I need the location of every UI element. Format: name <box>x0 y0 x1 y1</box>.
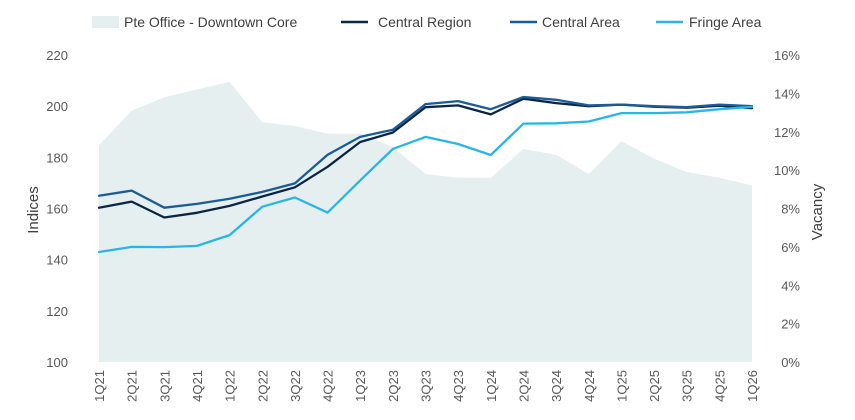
y2-tick-label: 16% <box>774 48 800 63</box>
y2-tick-label: 4% <box>781 278 800 293</box>
y-axis-title: Indices <box>25 186 42 234</box>
legend-item: Central Region <box>341 14 471 30</box>
legend-swatch <box>92 16 119 28</box>
legend-item: Fringe Area <box>656 14 762 30</box>
x-tick-label: 1Q21 <box>92 370 107 402</box>
x-tick-label: 1Q25 <box>614 370 629 402</box>
x-tick-label: 1Q26 <box>745 370 760 402</box>
y-tick-label: 160 <box>46 202 68 217</box>
y-tick-label: 120 <box>46 304 68 319</box>
x-tick-label: 2Q21 <box>125 370 140 402</box>
x-tick-label: 1Q24 <box>484 370 499 402</box>
legend-item: Pte Office - Downtown Core <box>92 14 297 30</box>
x-tick-label: 4Q22 <box>321 370 336 402</box>
x-tick-label: 1Q23 <box>353 370 368 402</box>
y2-tick-label: 6% <box>781 240 800 255</box>
index-lines-layer <box>97 95 754 254</box>
x-tick-label: 1Q22 <box>223 370 238 402</box>
x-tick-label: 4Q24 <box>582 370 597 402</box>
y2-tick-label: 8% <box>781 202 800 217</box>
y-tick-label: 220 <box>46 48 68 63</box>
y-tick-label: 180 <box>46 150 68 165</box>
x-tick-label: 2Q22 <box>255 370 270 402</box>
x-axis-ticks: 1Q21 2Q21 3Q21 4Q21 1Q22 2Q22 3Q22 4Q22 1Q23 2Q23… <box>92 370 760 402</box>
y-tick-label: 100 <box>46 355 68 370</box>
legend-item: Central Area <box>510 14 620 30</box>
left-axis-ticks: 100 120 140 160 180 200 220 <box>46 48 68 370</box>
x-tick-label: 2Q24 <box>516 370 531 402</box>
legend-label: Fringe Area <box>689 14 762 30</box>
x-tick-label: 4Q23 <box>451 370 466 402</box>
x-tick-label: 3Q22 <box>288 370 303 402</box>
y2-tick-label: 10% <box>774 163 800 178</box>
vacancy-area <box>99 81 752 363</box>
series-line-central-area <box>97 95 754 209</box>
legend-label: Central Area <box>542 14 620 30</box>
y2-tick-label: 14% <box>774 86 800 101</box>
legend: Pte Office - Downtown Core Central Region… <box>92 14 762 30</box>
series-line-fringe-area <box>97 105 754 254</box>
y2-tick-label: 12% <box>774 125 800 140</box>
y2-tick-label: 0% <box>781 355 800 370</box>
y2-axis-title: Vacancy <box>809 183 826 240</box>
y-tick-label: 140 <box>46 253 68 268</box>
legend-label: Pte Office - Downtown Core <box>124 14 297 30</box>
x-tick-label: 4Q21 <box>190 370 205 402</box>
x-tick-label: 2Q23 <box>386 370 401 402</box>
legend-label: Central Region <box>378 14 471 30</box>
x-tick-label: 3Q24 <box>549 370 564 402</box>
x-tick-label: 3Q23 <box>419 370 434 402</box>
y2-tick-label: 2% <box>781 317 800 332</box>
x-tick-label: 3Q25 <box>680 370 695 402</box>
vacancy-area-layer <box>99 81 752 363</box>
x-tick-label: 3Q21 <box>157 370 172 402</box>
x-tick-label: 4Q25 <box>712 370 727 402</box>
x-tick-label: 2Q25 <box>647 370 662 402</box>
y-tick-label: 200 <box>46 99 68 114</box>
right-axis-ticks: 0% 2% 4% 6% 8% 10% 12% 14% 16% <box>774 48 800 370</box>
